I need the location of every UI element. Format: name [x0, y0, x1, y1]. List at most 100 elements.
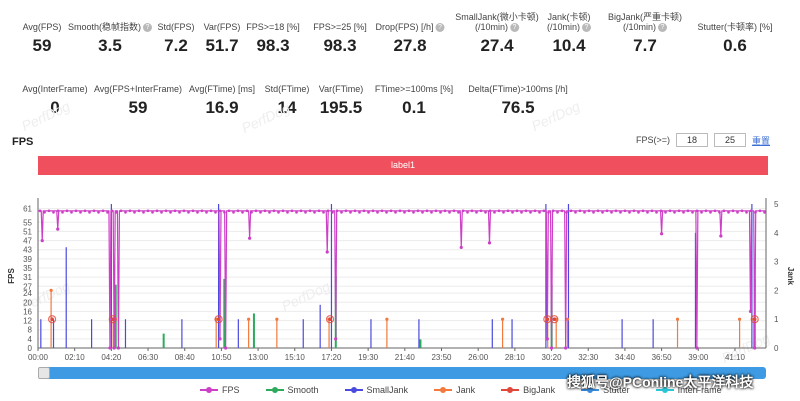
stat-stats_row1-1: Smooth(稳帧指数)? 3.5 [68, 10, 153, 56]
fps-point [385, 211, 388, 214]
fps-point [412, 211, 415, 214]
credit-watermark: 搜狐号@PConline太平洋科技 [567, 374, 754, 390]
stat-label-line: Avg(FTime) [ms] [188, 84, 256, 94]
help-icon[interactable]: ? [658, 22, 668, 32]
fps-point [502, 211, 505, 214]
time-range-scrollbar[interactable] [38, 367, 766, 379]
reset-button[interactable]: 重置 [751, 135, 770, 146]
fps-point [358, 211, 361, 214]
fps-point [704, 209, 708, 213]
fps-point [178, 211, 181, 214]
stat-value: 51.7 [205, 36, 239, 55]
fps-point [605, 209, 609, 213]
legend-swatch-icon [200, 386, 218, 394]
bigjank-marker-ring [325, 315, 335, 324]
x-tick-label: 41:10 [725, 353, 746, 362]
fps-series-line [38, 210, 766, 349]
fps-drop-point [56, 227, 60, 231]
fps-point [506, 209, 510, 213]
fps-point [659, 209, 663, 213]
x-tick-label: 34:40 [615, 353, 636, 362]
stat-label-line: Avg(FPS) [22, 22, 62, 32]
legend-item-stutter[interactable]: Stutter [581, 385, 630, 395]
fps-point [187, 211, 190, 214]
fps-point [286, 211, 289, 214]
stat-value: 3.5 [98, 36, 122, 55]
fps-point [551, 209, 555, 213]
fps-point [425, 209, 429, 213]
help-icon[interactable]: ? [582, 22, 592, 32]
stat-stats_row2-0: Avg(InterFrame) 0 [22, 72, 87, 118]
fps-point [227, 209, 231, 213]
stat-value: 27.8 [393, 36, 427, 55]
fps-point [389, 209, 393, 213]
fps-point [758, 209, 762, 213]
x-tick-label: 30:20 [542, 353, 563, 362]
legend-item-fps[interactable]: FPS [200, 385, 240, 395]
help-icon[interactable]: ? [510, 22, 520, 32]
fps-point [349, 211, 352, 214]
help-icon[interactable]: ? [143, 22, 153, 32]
scrollbar-handle[interactable] [38, 367, 50, 379]
stat-label: FPS>=18 [%] [246, 10, 300, 32]
legend-label: InterFrame [677, 385, 722, 395]
x-tick-label: 26:00 [468, 353, 489, 362]
fps-point [182, 209, 186, 213]
stat-label: Var(FTime) [319, 72, 364, 94]
x-tick-label: 36:50 [652, 353, 673, 362]
fps-drop-point [487, 241, 492, 245]
fps-point [452, 209, 456, 213]
fps-point [281, 209, 285, 213]
legend-label: Smooth [287, 385, 319, 395]
stat-label: FTime>=100ms [%] [375, 72, 453, 94]
fps-point [403, 211, 406, 214]
fps-point [124, 211, 127, 214]
legend-item-bigjank[interactable]: BigJank [501, 385, 555, 395]
fps-threshold-1-input[interactable] [675, 133, 708, 147]
fps-threshold-2-input[interactable] [713, 133, 746, 147]
fps-point [110, 209, 114, 213]
y-right-tick-label: 5 [774, 200, 779, 209]
fps-point [574, 211, 577, 214]
fps-point [380, 209, 384, 213]
stat-stats_row1-8: Jank(卡顿) (/10min)? 10.4 [547, 10, 592, 56]
legend-item-smalljank[interactable]: SmallJank [344, 385, 408, 395]
fps-point [295, 211, 298, 214]
legend-label: Jank [456, 385, 476, 395]
fps-drop-point [40, 238, 44, 243]
fps-point [448, 211, 451, 214]
fps-point [299, 209, 303, 213]
y-left-tick-label: 47 [23, 237, 32, 246]
legend-item-jank[interactable]: Jank [434, 385, 475, 395]
legend-item-interframe[interactable]: InterFrame [655, 385, 722, 395]
x-tick-label: 00:00 [28, 353, 49, 362]
fps-point [763, 211, 766, 214]
fps-point [407, 209, 411, 213]
y-left-tick-label: 39 [23, 255, 32, 264]
fps-point [322, 211, 325, 214]
fps-drop-point [695, 346, 699, 350]
fps-point [614, 209, 618, 213]
fps-point [38, 209, 42, 213]
stat-label: SmallJank(微小卡顿) (/10min)? [455, 10, 539, 32]
x-tick-label: 17:20 [321, 353, 342, 362]
fps-point [434, 209, 438, 213]
bigjank-marker [216, 317, 221, 321]
fps-point [461, 209, 465, 213]
fps-point [70, 211, 73, 214]
fps-point [596, 209, 600, 213]
x-tick-label: 19:30 [358, 353, 379, 362]
legend-item-smooth[interactable]: Smooth [265, 385, 319, 395]
fps-point [529, 211, 532, 214]
fps-point [610, 211, 613, 214]
fps-point [587, 209, 591, 213]
y-right-tick-label: 2 [774, 286, 779, 295]
fps-point [52, 211, 55, 214]
label-bar[interactable]: label1 [38, 156, 768, 175]
fps-point [272, 209, 276, 213]
fps-point [515, 209, 519, 213]
fps-drop-point [719, 234, 723, 238]
fps-point [497, 209, 501, 213]
help-icon[interactable]: ? [435, 22, 445, 32]
